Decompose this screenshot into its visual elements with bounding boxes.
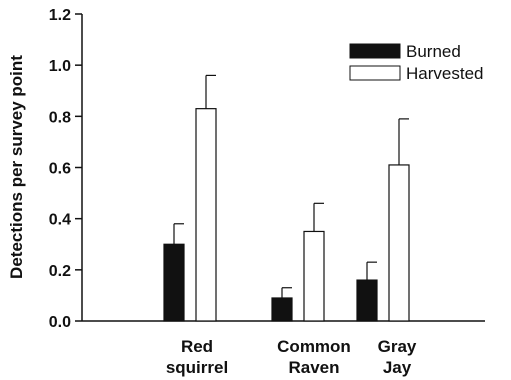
y-tick-label: 1.2 [49, 7, 71, 24]
y-tick-label: 0.0 [49, 314, 71, 331]
legend: Burned Harvested [349, 42, 483, 83]
y-tick-label: 0.4 [49, 212, 71, 229]
bar-harvested [303, 230, 325, 322]
bar-burned [356, 279, 378, 322]
y-axis-title: Detections per survey point [7, 55, 26, 279]
legend-swatch-burned [349, 43, 401, 59]
legend-label-harvested: Harvested [406, 64, 483, 83]
category-label-line2: Raven [288, 358, 339, 377]
legend-label-burned: Burned [406, 42, 461, 61]
bar-harvested [195, 108, 217, 322]
category-label-line1: Common [277, 337, 351, 356]
category-label-line2: Jay [383, 358, 412, 377]
category-label-line2: squirrel [166, 358, 228, 377]
category-label-line1: Gray [378, 337, 417, 356]
category-label-line1: Red [181, 337, 213, 356]
y-tick-label: 0.6 [49, 161, 71, 178]
y-tick-label: 0.2 [49, 263, 71, 280]
y-tick-label: 0.8 [49, 109, 71, 126]
bar-harvested [388, 164, 410, 322]
bars-group [163, 74, 410, 322]
category-labels: Red squirrel Common Raven Gray Jay [166, 337, 417, 377]
bar-burned [163, 243, 185, 322]
y-axis: 0.0 0.2 0.4 0.6 0.8 1.0 1.2 [49, 7, 83, 331]
y-tick-label: 1.0 [49, 58, 71, 75]
legend-swatch-harvested [349, 65, 401, 81]
bar-burned [271, 297, 293, 322]
